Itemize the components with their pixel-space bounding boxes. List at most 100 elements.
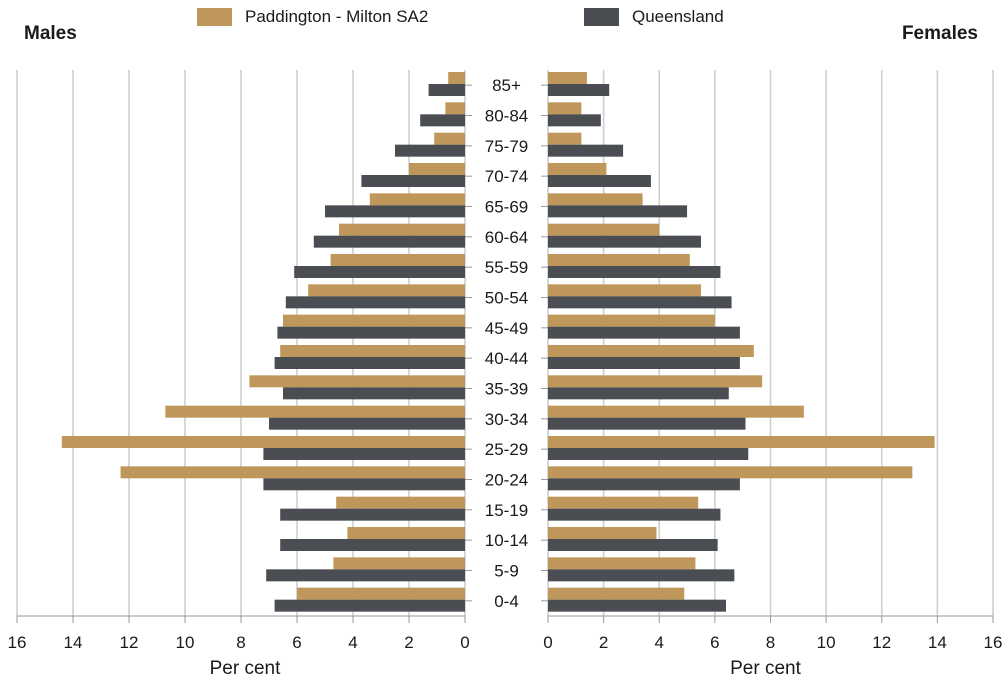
bar-female-queensland [548,539,718,551]
bars [61,72,935,612]
x-tick-label-right: 8 [766,633,775,652]
category-label: 25-29 [485,440,528,459]
x-tick-label-left: 14 [64,633,83,652]
bar-male-queensland [263,478,465,491]
bar-male-paddington [249,375,465,388]
bar-male-queensland [285,296,465,309]
bar-male-paddington [347,527,465,539]
bar-male-paddington [297,587,465,600]
bar-female-queensland [548,478,740,491]
bar-female-paddington [548,557,696,570]
bar-female-paddington [548,132,582,145]
bar-male-queensland [361,175,465,187]
bar-female-paddington [548,163,607,175]
bar-female-queensland [548,599,726,612]
bar-female-paddington [548,193,643,206]
bar-male-paddington [434,132,465,145]
legend-swatch-queensland [584,8,619,26]
bar-male-queensland [325,205,465,218]
category-label: 35-39 [485,380,528,399]
legend-item-paddington: Paddington - Milton SA2 [197,7,428,27]
bar-male-paddington [330,254,465,266]
bar-male-queensland [428,84,465,96]
bar-female-queensland [548,296,732,309]
bar-female-paddington [548,375,763,388]
bar-female-paddington [548,284,701,297]
bar-male-queensland [395,144,465,157]
x-tick-label-right: 4 [655,633,664,652]
bar-female-queensland [548,144,624,157]
x-axis-title-right: Per cent [730,658,801,679]
females-title: Females [901,23,978,44]
x-tick-label-right: 14 [928,633,947,652]
bar-male-queensland [283,387,465,400]
bar-female-paddington [548,254,690,266]
x-tick-label-left: 4 [348,633,357,652]
x-tick-label-left: 16 [8,633,27,652]
bar-female-queensland [548,114,601,127]
category-label: 80-84 [485,107,528,126]
x-tick-label-left: 6 [292,633,301,652]
x-axis-title-left: Per cent [210,658,281,679]
bar-male-paddington [445,102,465,115]
category-label: 5-9 [494,562,519,581]
bar-male-paddington [120,466,465,479]
bar-female-queensland [548,357,740,369]
x-tick-label-left: 12 [120,633,139,652]
bar-female-paddington [548,587,685,600]
x-tick-label-left: 10 [176,633,195,652]
category-label: 60-64 [485,228,528,247]
category-label: 50-54 [485,289,528,308]
bar-male-paddington [280,345,465,357]
category-label: 85+ [492,76,521,95]
bar-female-paddington [548,223,660,236]
bar-male-queensland [420,114,465,127]
x-tick-label-right: 12 [872,633,891,652]
bar-female-queensland [548,417,746,430]
bar-male-paddington [369,193,465,206]
bar-female-queensland [548,175,651,187]
category-label: 70-74 [485,167,528,186]
bar-male-queensland [277,326,465,339]
x-tick-label-left: 0 [460,633,469,652]
x-tick-label-right: 6 [710,633,719,652]
axes: 0 0 2 2 4 4 6 6 8 8 10 10 12 12 14 14 16 16 Per cent Per ce… [8,76,1002,679]
legend-item-queensland: Queensland [584,7,724,27]
category-label: 45-49 [485,319,528,338]
x-tick-label-right: 16 [984,633,1002,652]
x-tick-label-right: 0 [543,633,552,652]
bar-female-paddington [548,527,657,539]
x-tick-label-right: 10 [817,633,836,652]
x-tick-label-right: 2 [599,633,608,652]
category-label: 15-19 [485,501,528,520]
bar-female-paddington [548,405,804,418]
bar-male-paddington [308,284,465,297]
bar-male-queensland [280,508,465,521]
bar-female-queensland [548,387,729,400]
bar-male-paddington [61,436,466,448]
gridlines [16,70,994,616]
bar-female-paddington [548,496,699,509]
bar-female-queensland [548,266,721,278]
bar-male-paddington [165,405,465,418]
bar-female-queensland [548,235,701,248]
bar-male-paddington [409,163,465,175]
bar-male-paddington [336,496,465,509]
bar-female-paddington [548,466,913,479]
x-tick-label-left: 2 [404,633,413,652]
bar-male-queensland [313,235,465,248]
category-label: 0-4 [494,592,519,611]
bar-female-paddington [548,72,587,84]
bar-male-queensland [263,448,465,460]
legend-swatch-paddington [197,8,232,26]
bar-female-queensland [548,326,740,339]
bar-male-queensland [269,417,465,430]
bar-male-paddington [283,314,465,327]
bar-female-queensland [548,569,735,582]
category-label: 30-34 [485,410,528,429]
bar-male-paddington [339,223,465,236]
bar-male-paddington [448,72,465,84]
bar-female-paddington [548,102,582,115]
category-label: 65-69 [485,198,528,217]
x-tick-label-left: 8 [236,633,245,652]
